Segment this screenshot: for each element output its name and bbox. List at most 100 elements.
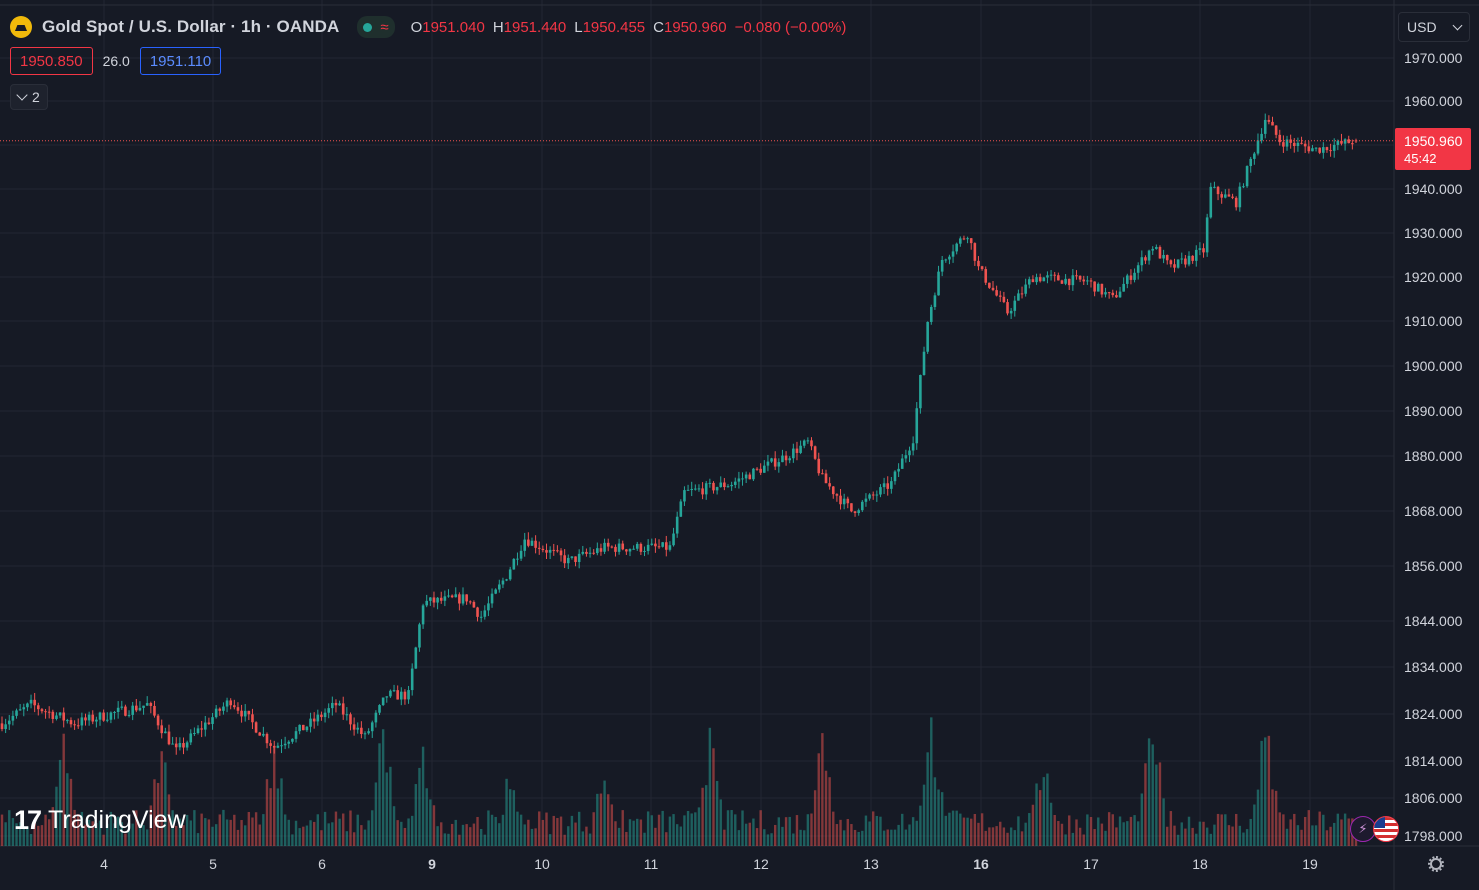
candle-body <box>980 266 984 270</box>
candle-body <box>1260 133 1263 141</box>
volume-bar <box>349 810 352 846</box>
volume-bar <box>1253 804 1256 846</box>
candle-body <box>748 474 752 480</box>
volume-bar <box>759 810 762 846</box>
volume-bar <box>389 766 392 846</box>
volume-bar <box>944 815 947 846</box>
candle-body <box>596 548 599 554</box>
volume-bar <box>1325 830 1329 846</box>
candle-body <box>327 708 330 713</box>
chart-settings-button[interactable] <box>1426 854 1446 874</box>
candle-body <box>1126 275 1129 284</box>
volume-bar <box>1213 824 1216 846</box>
candle-body <box>1173 264 1176 268</box>
candle-body <box>646 544 650 551</box>
candle-body <box>1216 186 1220 195</box>
buy-button[interactable]: 1951.110 <box>139 47 222 75</box>
candle-body <box>476 607 479 617</box>
candle-body <box>73 724 76 726</box>
candle-body <box>592 552 595 554</box>
price-axis-label: 1900.000 <box>1404 358 1463 374</box>
volume-bar <box>868 821 871 846</box>
us-flag-icon[interactable] <box>1373 816 1399 842</box>
volume-bar <box>817 753 820 846</box>
volume-bar <box>66 773 69 846</box>
candle-body <box>512 558 516 570</box>
candle-body <box>570 556 574 558</box>
volume-bar <box>509 789 512 846</box>
volume-bar <box>842 830 846 846</box>
candle-body <box>1064 278 1067 284</box>
volume-bar <box>1060 823 1064 846</box>
volume-bar <box>47 819 51 846</box>
candle-body <box>1151 248 1155 251</box>
candle-body <box>900 458 904 469</box>
volume-bar <box>599 793 603 846</box>
candle-body <box>959 238 962 244</box>
volume-bar <box>254 812 258 846</box>
volume-bar <box>1038 790 1042 846</box>
candle-body <box>269 743 272 746</box>
candle-body <box>338 703 341 706</box>
candle-body <box>374 712 378 723</box>
sell-button[interactable]: 1950.850 <box>10 47 93 75</box>
market-status-pill[interactable]: ≈ <box>357 16 395 38</box>
candle-body <box>138 707 142 711</box>
candle-body <box>251 714 254 723</box>
candle-body <box>305 726 309 731</box>
gold-bars-icon[interactable] <box>10 16 32 38</box>
candle-body <box>490 593 494 604</box>
volume-bar <box>596 793 599 846</box>
candle-body <box>1071 275 1075 286</box>
volume-bar <box>1140 793 1144 846</box>
volume-bar <box>55 786 58 846</box>
candle-body <box>871 494 875 496</box>
candle-body <box>606 542 610 547</box>
symbol-title[interactable]: Gold Spot / U.S. Dollar · 1h · OANDA <box>42 17 340 36</box>
candle-body <box>1245 166 1249 187</box>
volume-bar <box>766 834 770 846</box>
candle-body <box>694 488 697 490</box>
candle-body <box>1253 153 1256 159</box>
candle-body <box>443 596 447 601</box>
candle-body <box>1089 280 1093 282</box>
volume-bar <box>410 815 414 846</box>
candle-body <box>643 550 646 552</box>
currency-select[interactable]: USD <box>1398 12 1470 42</box>
candle-body <box>69 720 73 725</box>
candle-body <box>276 745 280 748</box>
volume-bar <box>131 823 134 846</box>
candle-body <box>37 705 40 710</box>
candle-body <box>47 711 51 713</box>
candle-body <box>973 243 977 261</box>
volume-bar <box>472 823 476 846</box>
candle-body <box>875 494 879 496</box>
candle-body <box>933 295 937 307</box>
candle-body <box>1057 275 1060 281</box>
candle-body <box>291 738 294 742</box>
volume-bar <box>784 817 788 846</box>
candle-body <box>581 551 585 554</box>
volume-bar <box>697 807 701 846</box>
candle-body <box>828 483 831 487</box>
candle-body <box>675 516 679 534</box>
candle-body <box>1191 255 1194 261</box>
tradingview-watermark[interactable]: 17 TradingView <box>14 803 186 837</box>
candle-body <box>998 295 1002 297</box>
candle-body <box>614 546 617 552</box>
volume-bar <box>1224 814 1227 846</box>
volume-bar <box>1046 773 1049 846</box>
bar-countdown: 45:42 <box>1404 151 1437 166</box>
volume-bar <box>712 748 715 846</box>
indicators-toggle-button[interactable]: 2 <box>10 84 48 110</box>
volume-bar <box>828 777 831 846</box>
candle-body <box>777 462 781 467</box>
volume-bar <box>715 780 719 846</box>
candle-body <box>984 269 988 283</box>
volume-bar <box>273 748 276 846</box>
candle-body <box>58 712 62 716</box>
volume-bar <box>581 831 584 846</box>
volume-bar <box>977 822 980 846</box>
volume-bar <box>164 762 167 846</box>
